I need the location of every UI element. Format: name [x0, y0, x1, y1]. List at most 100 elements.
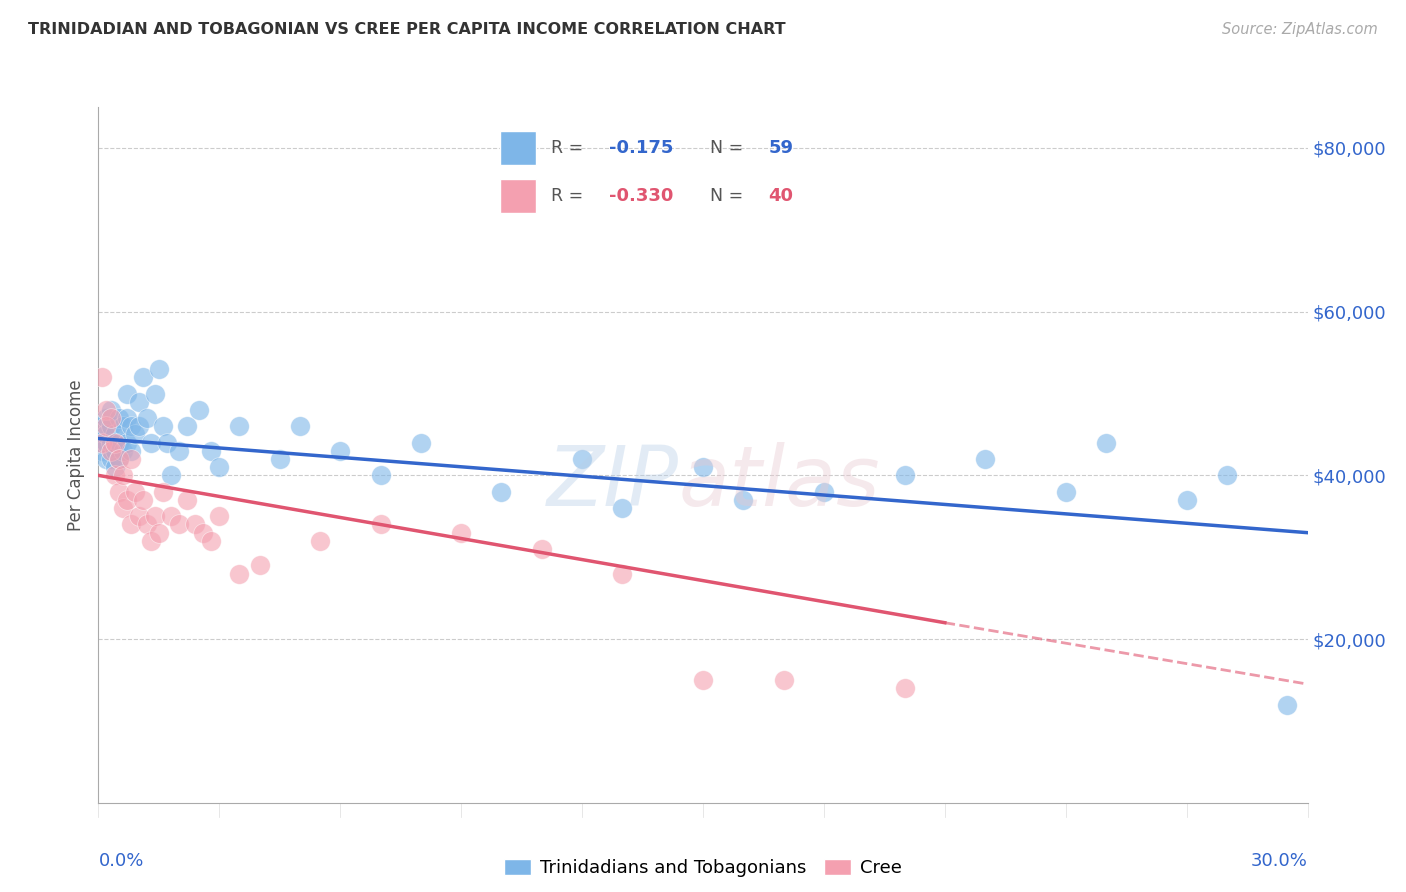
- Point: [309, 533, 332, 548]
- Point: [1277, 698, 1299, 712]
- Point: [139, 435, 162, 450]
- Point: [152, 419, 174, 434]
- Point: [107, 452, 129, 467]
- Point: [370, 517, 392, 532]
- Point: [152, 484, 174, 499]
- Point: [107, 452, 129, 467]
- Point: [132, 492, 155, 507]
- Point: [200, 533, 222, 548]
- Point: [103, 427, 125, 442]
- Point: [132, 370, 155, 384]
- Point: [96, 435, 118, 450]
- Text: 0.0%: 0.0%: [98, 852, 143, 870]
- Point: [612, 566, 634, 581]
- Point: [200, 443, 222, 458]
- Point: [103, 435, 125, 450]
- Point: [176, 492, 198, 507]
- Point: [100, 443, 122, 458]
- Text: TRINIDADIAN AND TOBAGONIAN VS CREE PER CAPITA INCOME CORRELATION CHART: TRINIDADIAN AND TOBAGONIAN VS CREE PER C…: [28, 22, 786, 37]
- Text: 30.0%: 30.0%: [1251, 852, 1308, 870]
- Point: [96, 419, 118, 434]
- Point: [167, 517, 190, 532]
- Point: [128, 419, 150, 434]
- Point: [91, 419, 114, 434]
- Point: [115, 386, 138, 401]
- Point: [100, 435, 122, 450]
- Point: [1095, 435, 1118, 450]
- Point: [612, 501, 634, 516]
- Point: [772, 673, 794, 687]
- Point: [128, 509, 150, 524]
- Point: [96, 452, 118, 467]
- Point: [91, 435, 114, 450]
- Point: [148, 362, 170, 376]
- Point: [128, 394, 150, 409]
- Point: [103, 443, 125, 458]
- Point: [143, 509, 166, 524]
- Point: [249, 558, 271, 573]
- Point: [100, 452, 122, 467]
- Point: [103, 460, 125, 475]
- Point: [370, 468, 392, 483]
- Point: [120, 419, 142, 434]
- Point: [103, 468, 125, 483]
- Point: [115, 435, 138, 450]
- Point: [450, 525, 472, 540]
- Point: [160, 509, 183, 524]
- Point: [139, 533, 162, 548]
- Point: [329, 443, 352, 458]
- Point: [107, 484, 129, 499]
- Point: [120, 452, 142, 467]
- Point: [120, 443, 142, 458]
- Y-axis label: Per Capita Income: Per Capita Income: [67, 379, 86, 531]
- Text: atlas: atlas: [679, 442, 880, 524]
- Point: [1216, 468, 1239, 483]
- Point: [409, 435, 432, 450]
- Text: Source: ZipAtlas.com: Source: ZipAtlas.com: [1222, 22, 1378, 37]
- Point: [96, 427, 118, 442]
- Text: ZIP: ZIP: [547, 442, 679, 524]
- Point: [571, 452, 593, 467]
- Point: [100, 411, 122, 425]
- Point: [188, 403, 211, 417]
- Point: [530, 542, 553, 557]
- Point: [124, 427, 146, 442]
- Legend: Trinidadians and Tobagonians, Cree: Trinidadians and Tobagonians, Cree: [496, 852, 910, 884]
- Point: [893, 681, 915, 696]
- Point: [156, 435, 179, 450]
- Point: [91, 443, 114, 458]
- Point: [193, 525, 215, 540]
- Point: [91, 370, 114, 384]
- Point: [1054, 484, 1077, 499]
- Point: [269, 452, 291, 467]
- Point: [107, 435, 129, 450]
- Point: [160, 468, 183, 483]
- Point: [111, 501, 134, 516]
- Point: [208, 460, 231, 475]
- Point: [167, 443, 190, 458]
- Point: [288, 419, 311, 434]
- Point: [813, 484, 835, 499]
- Point: [115, 411, 138, 425]
- Point: [176, 419, 198, 434]
- Point: [91, 435, 114, 450]
- Point: [228, 566, 250, 581]
- Point: [148, 525, 170, 540]
- Point: [124, 484, 146, 499]
- Point: [893, 468, 915, 483]
- Point: [135, 411, 157, 425]
- Point: [96, 403, 118, 417]
- Point: [184, 517, 207, 532]
- Point: [107, 411, 129, 425]
- Point: [143, 386, 166, 401]
- Point: [115, 492, 138, 507]
- Point: [1175, 492, 1198, 507]
- Point: [111, 419, 134, 434]
- Point: [111, 443, 134, 458]
- Point: [974, 452, 997, 467]
- Point: [120, 517, 142, 532]
- Point: [733, 492, 755, 507]
- Point: [228, 419, 250, 434]
- Point: [100, 419, 122, 434]
- Point: [111, 468, 134, 483]
